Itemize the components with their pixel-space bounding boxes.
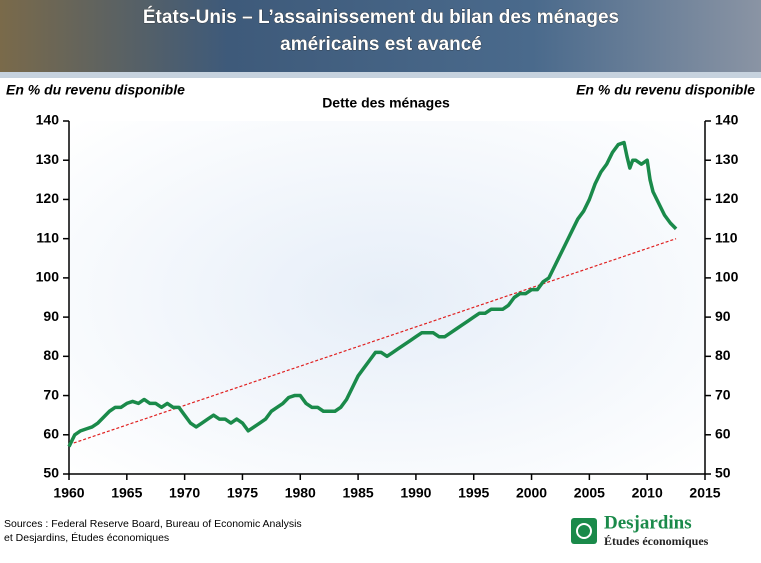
- x-tick-label: 2005: [574, 485, 605, 501]
- y2-axis-label: En % du revenu disponible: [576, 82, 755, 98]
- y-tick-label: 80: [43, 347, 59, 363]
- x-tick-label: 1990: [400, 485, 431, 501]
- x-tick-label: 1985: [343, 485, 374, 501]
- y-tick-label: 120: [36, 190, 60, 206]
- y2-tick-label: 120: [715, 190, 739, 206]
- y2-tick-label: 70: [715, 386, 731, 402]
- x-tick-label: 1980: [285, 485, 316, 501]
- x-tick-label: 2000: [516, 485, 547, 501]
- y2-tick-label: 60: [715, 425, 731, 441]
- y-tick-label: 60: [43, 425, 59, 441]
- chart-subtitle: Dette des ménages: [322, 95, 450, 111]
- y2-tick-label: 50: [715, 465, 731, 481]
- header-rule: [0, 72, 761, 78]
- y-axis-label: En % du revenu disponible: [6, 82, 185, 98]
- plot-background: [69, 121, 705, 474]
- x-tick-label: 1995: [458, 485, 489, 501]
- chart: États-Unis – L’assainissement du bilan d…: [0, 0, 761, 563]
- y2-tick-label: 100: [715, 269, 739, 285]
- y-tick-label: 110: [36, 229, 59, 245]
- y-tick-label: 70: [43, 386, 59, 402]
- chart-title: américains est avancé: [280, 34, 482, 55]
- source: Sources : Federal Reserve Board, Bureau …: [4, 518, 302, 530]
- x-tick-label: 2015: [689, 485, 720, 501]
- y-tick-label: 140: [36, 112, 60, 128]
- y2-tick-label: 90: [715, 308, 731, 324]
- x-tick-label: 1970: [169, 485, 200, 501]
- brand-unit: Études économiques: [604, 534, 709, 548]
- brand-name: Desjardins: [604, 512, 692, 533]
- y2-tick-label: 110: [715, 229, 738, 245]
- x-tick-label: 1965: [111, 485, 142, 501]
- y-tick-label: 90: [43, 308, 59, 324]
- chart-title: États-Unis – L’assainissement du bilan d…: [143, 6, 619, 28]
- y2-tick-label: 130: [715, 151, 739, 167]
- y-tick-label: 50: [43, 465, 59, 481]
- y2-tick-label: 80: [715, 347, 731, 363]
- x-tick-label: 1975: [227, 485, 258, 501]
- y-tick-label: 100: [36, 269, 60, 285]
- x-tick-label: 2010: [632, 485, 663, 501]
- y2-tick-label: 140: [715, 112, 739, 128]
- brand-logo: [571, 518, 597, 544]
- x-tick-label: 1960: [53, 485, 84, 501]
- y-tick-label: 130: [36, 151, 60, 167]
- source: et Desjardins, Études économiques: [4, 531, 169, 544]
